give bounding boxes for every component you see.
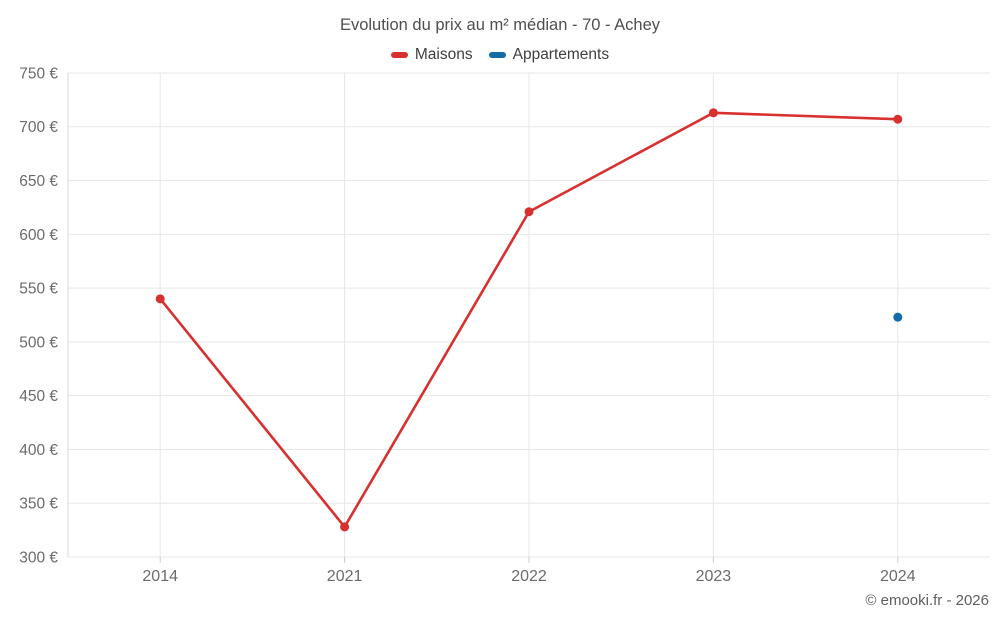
chart-title: Evolution du prix au m² médian - 70 - Ac… — [339, 16, 661, 34]
y-axis-label: 500 € — [19, 334, 58, 351]
data-point-maisons[interactable] — [708, 108, 718, 118]
chart-legend: Maisons Appartements — [0, 46, 1000, 64]
legend-item-maisons[interactable]: Maisons — [390, 46, 473, 64]
legend-item-appartements[interactable]: Appartements — [488, 46, 610, 64]
legend-swatch — [488, 52, 506, 58]
x-axis-label: 2014 — [142, 568, 178, 585]
y-axis-label: 400 € — [19, 442, 58, 459]
legend-label: Appartements — [512, 46, 610, 63]
data-point-maisons[interactable] — [155, 294, 165, 304]
data-point-maisons[interactable] — [524, 207, 534, 217]
y-axis-label: 750 € — [19, 65, 58, 82]
y-axis-label: 450 € — [19, 388, 58, 405]
y-axis-label: 700 € — [19, 119, 58, 136]
legend-label: Maisons — [414, 46, 473, 63]
copyright-text: © emooki.fr - 2026 — [865, 592, 989, 609]
y-axis-label: 550 € — [19, 281, 58, 298]
data-point-appartements[interactable] — [893, 312, 903, 322]
legend-swatch — [390, 52, 408, 58]
x-axis-label: 2023 — [696, 568, 732, 585]
x-axis-label: 2021 — [327, 568, 363, 585]
x-axis-label: 2024 — [880, 568, 916, 585]
data-point-maisons[interactable] — [340, 522, 350, 532]
y-axis-label: 600 € — [19, 227, 58, 244]
y-axis-label: 350 € — [19, 496, 58, 513]
y-axis-label: 650 € — [19, 173, 58, 190]
x-axis-label: 2022 — [511, 568, 547, 585]
y-axis-label: 300 € — [19, 549, 58, 566]
data-point-maisons[interactable] — [893, 114, 903, 124]
